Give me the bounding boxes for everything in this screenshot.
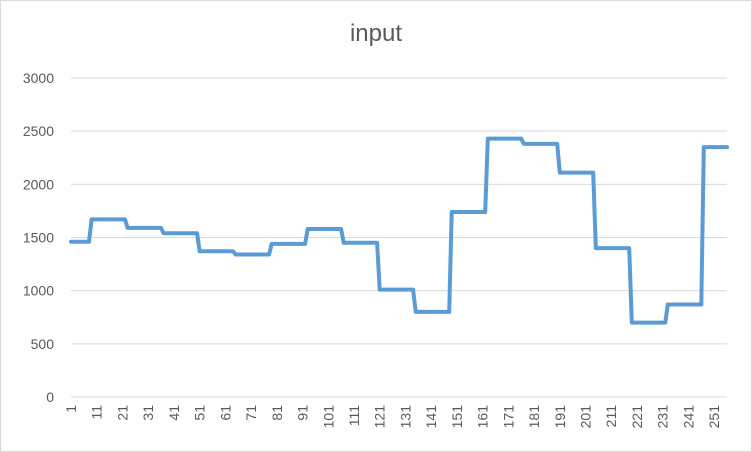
x-tick-label: 161	[475, 405, 491, 429]
x-tick-label: 221	[629, 405, 645, 429]
y-tick-label: 2500	[23, 123, 54, 139]
x-tick-label: 41	[166, 405, 182, 421]
x-tick-label: 21	[114, 405, 130, 421]
x-tick-label: 61	[217, 405, 233, 421]
series-group	[69, 136, 729, 325]
series-line-0	[69, 136, 729, 325]
x-tick-label: 131	[397, 405, 413, 429]
x-tick-label: 111	[346, 405, 362, 426]
x-tick-label: 201	[578, 405, 594, 429]
x-tick-label: 101	[320, 405, 336, 429]
x-tick-label: 171	[500, 405, 516, 429]
y-tick-label: 500	[31, 336, 55, 352]
grid-lines	[71, 77, 727, 398]
chart-title: input	[349, 20, 403, 47]
y-tick-label: 3000	[23, 70, 54, 86]
y-tick-label: 2000	[23, 176, 54, 192]
x-tick-label: 51	[192, 405, 208, 421]
y-tick-label: 0	[46, 389, 54, 405]
y-tick-label: 1500	[23, 230, 54, 246]
x-tick-label: 151	[449, 405, 465, 429]
x-tick-label: 121	[372, 405, 388, 429]
x-tick-label: 1	[63, 405, 79, 413]
x-tick-label: 231	[655, 405, 671, 429]
x-tick-label: 31	[140, 405, 156, 421]
x-axis-tick-labels: 1 11 21 31 41 51 61 71 81 91 101 111 121 131 141 151 161…	[63, 405, 722, 429]
x-tick-label: 91	[295, 405, 311, 421]
x-tick-label: 141	[423, 405, 439, 429]
x-tick-label: 241	[680, 405, 696, 429]
x-tick-label: 81	[269, 405, 285, 421]
x-tick-label: 251	[706, 405, 722, 429]
y-tick-label: 1000	[23, 283, 54, 299]
x-tick-label: 181	[526, 405, 542, 429]
x-tick-label: 191	[552, 405, 568, 429]
x-tick-label: 71	[243, 405, 259, 421]
x-tick-label: 211	[603, 405, 619, 428]
y-axis-tick-labels: 0 500 1000 1500 2000 2500 3000	[23, 70, 54, 405]
x-tick-label: 11	[89, 405, 105, 420]
